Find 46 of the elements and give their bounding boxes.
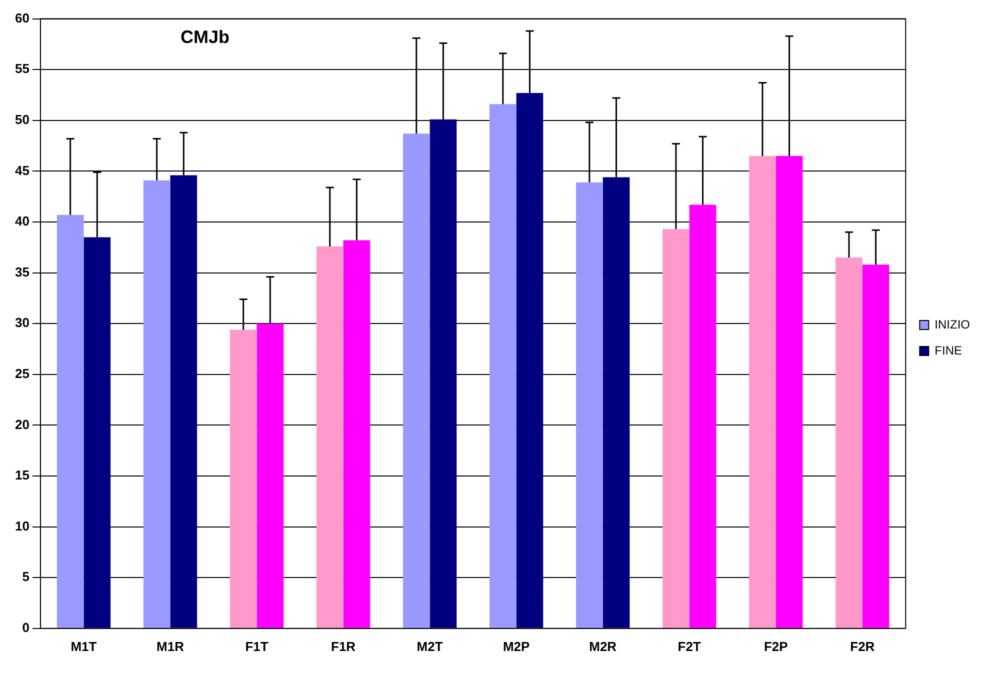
bar	[143, 180, 170, 628]
bar	[662, 229, 690, 628]
y-tick-label: 10	[14, 518, 30, 534]
bar	[56, 214, 84, 628]
y-tick-label: 30	[14, 315, 30, 330]
x-tick-label: F1T	[245, 638, 268, 654]
legend-label: INIZIO	[934, 317, 970, 332]
x-tick-label: F1R	[331, 638, 356, 654]
y-tick-label: 55	[14, 61, 30, 76]
bar	[776, 156, 803, 628]
y-tick-label: 0	[22, 620, 30, 635]
bar	[749, 156, 776, 628]
bar	[170, 175, 198, 628]
bar	[402, 134, 430, 628]
bar	[689, 204, 716, 628]
x-tick-label: F2R	[850, 638, 876, 654]
y-tick-label: 35	[14, 264, 30, 280]
bar	[84, 237, 111, 628]
legend-label: FINE	[934, 343, 962, 358]
bar	[343, 240, 370, 628]
y-tick-label: 5	[22, 569, 30, 584]
y-tick-label: 50	[14, 112, 30, 127]
bar	[862, 264, 890, 628]
x-tick-label: M2T	[416, 638, 443, 654]
bar	[516, 92, 544, 628]
y-tick-label: 45	[14, 162, 30, 178]
x-tick-label: M2P	[502, 638, 530, 654]
x-tick-label: F2P	[764, 638, 788, 654]
y-tick-label: 20	[14, 416, 30, 432]
x-tick-label: M2R	[589, 638, 618, 654]
y-tick-label: 25	[14, 366, 30, 381]
chart-title: CMJb	[180, 26, 230, 47]
y-tick-label: 15	[14, 468, 30, 483]
bar	[576, 182, 603, 628]
bar	[430, 119, 457, 628]
x-tick-label: M1R	[156, 638, 185, 654]
x-tick-label: F2T	[678, 638, 701, 654]
bar	[230, 330, 257, 628]
bar	[836, 258, 862, 628]
x-tick-label: M1T	[70, 638, 97, 654]
bar	[602, 177, 630, 628]
y-tick-label: 60	[14, 10, 30, 26]
y-tick-label: 40	[14, 214, 30, 229]
bar	[490, 104, 516, 628]
bar	[256, 324, 284, 628]
bar	[316, 246, 344, 628]
